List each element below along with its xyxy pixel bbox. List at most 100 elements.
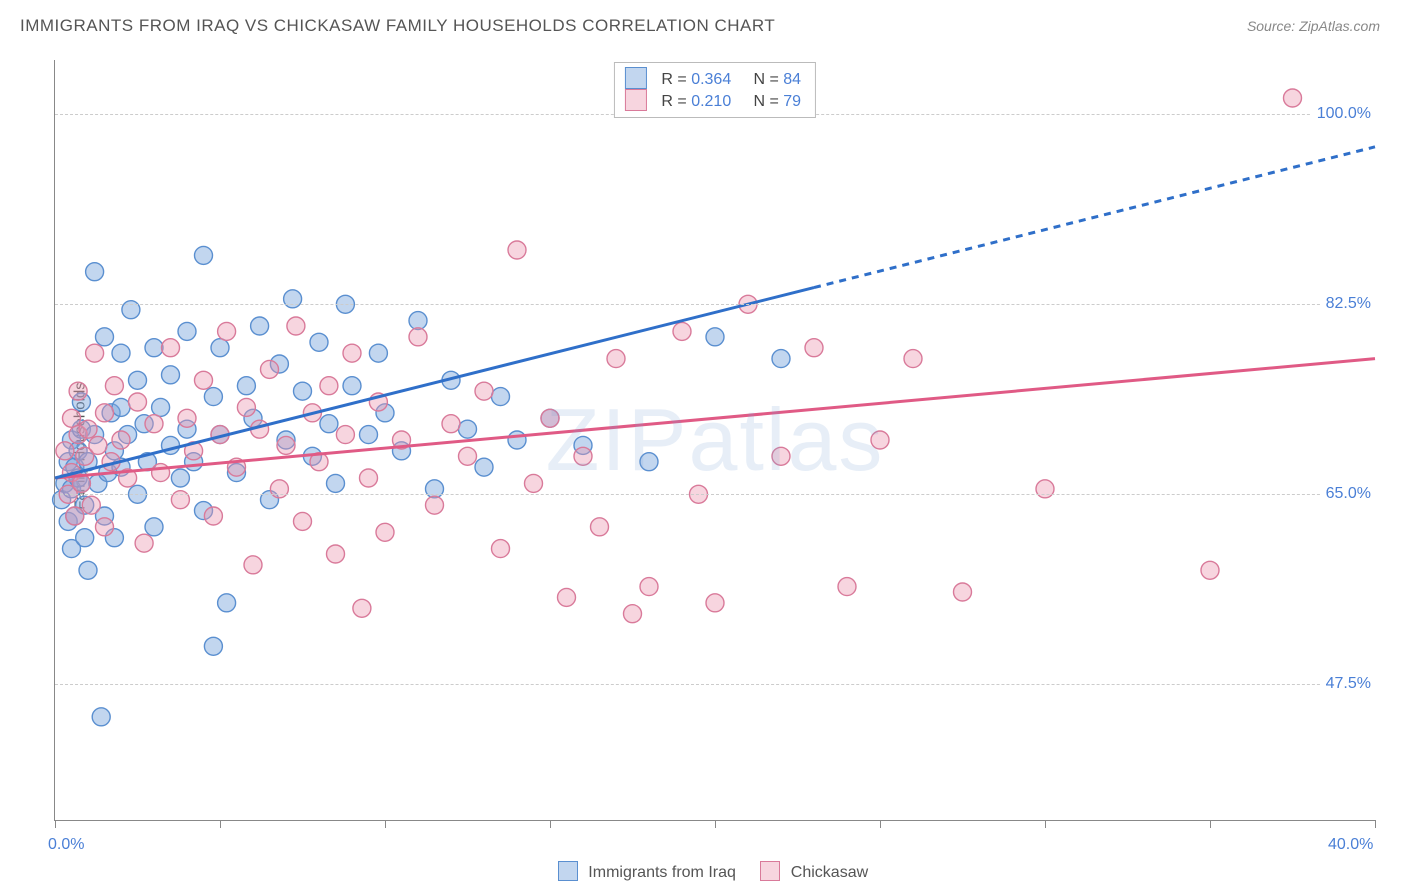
scatter-point bbox=[287, 317, 305, 335]
scatter-point bbox=[294, 512, 312, 530]
x-tick bbox=[1375, 820, 1376, 828]
scatter-point bbox=[459, 420, 477, 438]
x-tick bbox=[550, 820, 551, 828]
scatter-point bbox=[105, 377, 123, 395]
scatter-point bbox=[66, 507, 84, 525]
r-value-pink: 0.210 bbox=[691, 93, 731, 110]
n-label: N = bbox=[753, 71, 783, 88]
scatter-point bbox=[218, 322, 236, 340]
scatter-point bbox=[277, 436, 295, 454]
scatter-point bbox=[360, 426, 378, 444]
scatter-point bbox=[251, 317, 269, 335]
scatter-point bbox=[772, 350, 790, 368]
y-tick-label: 100.0% bbox=[1311, 105, 1377, 123]
scatter-point bbox=[310, 333, 328, 351]
scatter-point bbox=[162, 339, 180, 357]
x-tick bbox=[1210, 820, 1211, 828]
source-label: Source: ZipAtlas.com bbox=[1247, 18, 1380, 34]
scatter-point bbox=[211, 339, 229, 357]
scatter-point bbox=[79, 420, 97, 438]
scatter-point bbox=[607, 350, 625, 368]
scatter-point bbox=[954, 583, 972, 601]
scatter-point bbox=[86, 263, 104, 281]
scatter-point bbox=[343, 344, 361, 362]
scatter-point bbox=[79, 561, 97, 579]
gridline bbox=[55, 304, 1375, 305]
scatter-point bbox=[336, 426, 354, 444]
scatter-point bbox=[640, 578, 658, 596]
legend-row-pink: R = 0.210 N = 79 bbox=[625, 89, 801, 111]
x-tick bbox=[220, 820, 221, 828]
scatter-point bbox=[82, 496, 100, 514]
scatter-point bbox=[1201, 561, 1219, 579]
scatter-point bbox=[86, 344, 104, 362]
y-tick-label: 65.0% bbox=[1320, 485, 1377, 503]
scatter-point bbox=[904, 350, 922, 368]
scatter-point bbox=[706, 328, 724, 346]
scatter-point bbox=[92, 708, 110, 726]
scatter-point bbox=[178, 322, 196, 340]
scatter-point bbox=[376, 523, 394, 541]
scatter-point bbox=[871, 431, 889, 449]
scatter-point bbox=[261, 360, 279, 378]
scatter-point bbox=[525, 474, 543, 492]
x-tick-label: 0.0% bbox=[48, 836, 84, 854]
n-value-pink: 79 bbox=[783, 93, 801, 110]
plot-area: ZIPatlas R = 0.364 N = 84 R = 0.210 N = … bbox=[54, 60, 1375, 821]
scatter-point bbox=[162, 366, 180, 384]
scatter-point bbox=[426, 496, 444, 514]
trend-line bbox=[814, 147, 1375, 288]
y-tick-label: 82.5% bbox=[1320, 295, 1377, 313]
scatter-point bbox=[152, 398, 170, 416]
scatter-point bbox=[89, 436, 107, 454]
scatter-point bbox=[327, 474, 345, 492]
scatter-point bbox=[244, 556, 262, 574]
scatter-point bbox=[204, 507, 222, 525]
scatter-point bbox=[706, 594, 724, 612]
legend-swatch-pink bbox=[625, 89, 647, 111]
chart-svg bbox=[55, 60, 1375, 820]
x-tick bbox=[715, 820, 716, 828]
scatter-point bbox=[178, 409, 196, 427]
scatter-point bbox=[195, 246, 213, 264]
scatter-point bbox=[195, 371, 213, 389]
x-tick bbox=[55, 820, 56, 828]
scatter-point bbox=[63, 409, 81, 427]
legend-label-pink: Chickasaw bbox=[791, 864, 868, 881]
scatter-point bbox=[145, 518, 163, 536]
scatter-point bbox=[574, 447, 592, 465]
n-label: N = bbox=[753, 93, 783, 110]
scatter-point bbox=[171, 469, 189, 487]
legend-swatch-pink bbox=[760, 861, 780, 881]
r-label: R = bbox=[661, 93, 691, 110]
scatter-point bbox=[320, 415, 338, 433]
series-legend: Immigrants from Iraq Chickasaw bbox=[0, 861, 1406, 882]
scatter-point bbox=[541, 409, 559, 427]
scatter-point bbox=[218, 594, 236, 612]
legend-swatch-blue bbox=[625, 67, 647, 89]
scatter-point bbox=[459, 447, 477, 465]
n-value-blue: 84 bbox=[783, 71, 801, 88]
scatter-point bbox=[343, 377, 361, 395]
scatter-point bbox=[112, 431, 130, 449]
gridline bbox=[55, 684, 1375, 685]
scatter-point bbox=[558, 588, 576, 606]
scatter-point bbox=[96, 518, 114, 536]
x-tick bbox=[880, 820, 881, 828]
scatter-point bbox=[204, 388, 222, 406]
scatter-point bbox=[69, 382, 87, 400]
scatter-point bbox=[1284, 89, 1302, 107]
scatter-point bbox=[442, 415, 460, 433]
scatter-point bbox=[369, 344, 387, 362]
scatter-point bbox=[129, 393, 147, 411]
scatter-point bbox=[838, 578, 856, 596]
scatter-point bbox=[475, 382, 493, 400]
scatter-point bbox=[353, 599, 371, 617]
scatter-point bbox=[640, 453, 658, 471]
scatter-point bbox=[145, 415, 163, 433]
scatter-point bbox=[492, 388, 510, 406]
scatter-point bbox=[112, 398, 130, 416]
scatter-point bbox=[409, 312, 427, 330]
scatter-point bbox=[145, 339, 163, 357]
scatter-point bbox=[772, 447, 790, 465]
